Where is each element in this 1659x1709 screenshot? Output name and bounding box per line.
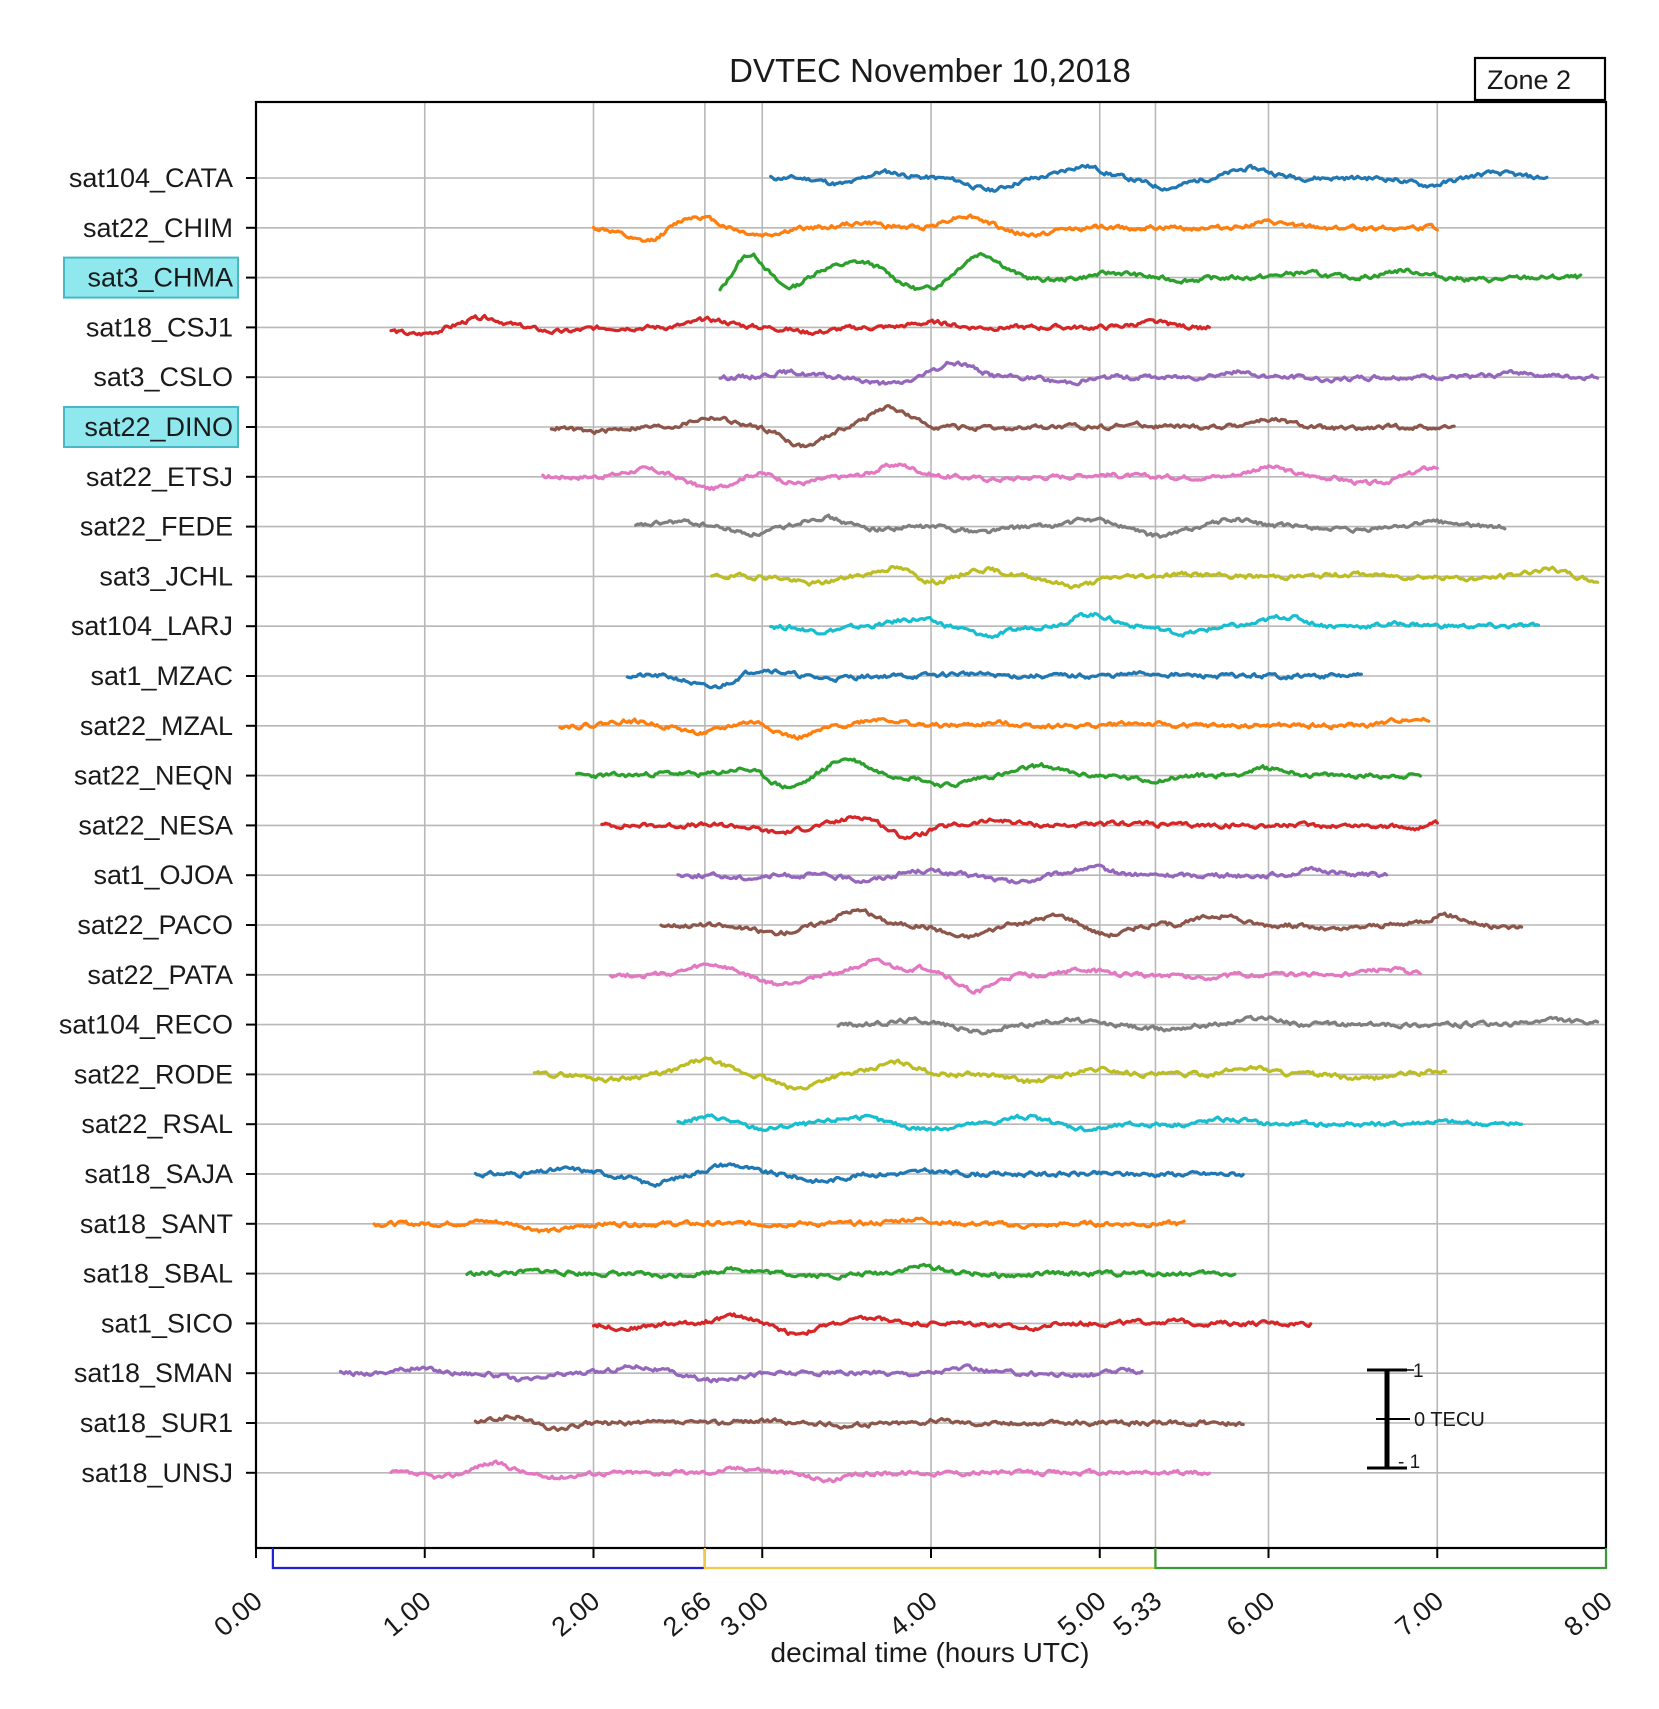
y-tick-label: sat22_FEDE [80,512,233,542]
y-tick-label: sat18_SMAN [74,1358,233,1388]
series-line-sat1_SICO [591,1312,1313,1336]
x-axis-label: decimal time (hours UTC) [771,1637,1090,1668]
y-tick-label: sat18_UNSJ [81,1458,233,1488]
series-line-sat22_MZAL [558,716,1431,741]
y-tick-label: sat22_NEQN [74,761,233,791]
y-tick-label: sat22_ETSJ [86,462,233,492]
series-line-sat104_RECO [836,1014,1600,1036]
series-line-sat18_UNSJ [389,1459,1211,1484]
series-line-sat18_SMAN [338,1363,1144,1384]
series-line-sat104_LARJ [769,611,1541,639]
series-line-sat18_SBAL [465,1262,1237,1281]
series-line-sat18_SAJA [473,1162,1245,1188]
series-line-sat1_MZAC [625,668,1363,690]
y-tick-label: sat18_SANT [80,1209,233,1239]
y-tick-label: sat22_RSAL [81,1109,233,1139]
y-tick-label: sat1_SICO [101,1308,233,1338]
y-tick-label: sat3_CSLO [93,362,233,392]
series-line-sat22_ETSJ [541,462,1439,492]
highlight-box [63,256,239,299]
chart-title: DVTEC November 10,2018 [729,52,1131,89]
series-line-sat3_CHMA [718,251,1583,292]
y-tick-label: sat18_CSJ1 [86,312,233,342]
y-tick-label: sat22_RODE [74,1059,233,1089]
series-line-sat18_SANT [372,1216,1186,1234]
y-tick-label: sat104_CATA [69,163,233,193]
highlight-box [63,406,239,448]
y-tick-label: sat3_JCHL [99,561,233,591]
y-tick-label: sat22_MZAL [80,711,233,741]
period-brackets [271,1548,1608,1570]
series-line-sat3_JCHL [710,565,1600,590]
y-tick-label: sat3_CHMA [87,263,233,293]
series-line-sat22_RSAL [676,1113,1524,1133]
series-line-sat18_SUR1 [473,1414,1245,1432]
y-tick-label: sat22_NESA [78,810,233,840]
zone-label: Zone 2 [1487,65,1571,95]
series-line-sat22_CHIM [591,213,1439,243]
scale-bar-middle-label: 0 TECU [1414,1409,1485,1431]
y-tick-label: sat22_PATA [87,960,233,990]
series-line-sat1_OJOA [676,863,1389,885]
series-line-sat22_DINO [549,404,1456,449]
period-bracket [1154,1548,1608,1570]
series-line-sat22_PATA [608,957,1422,995]
series-layer [338,163,1600,1484]
series-line-sat22_FEDE [634,513,1507,539]
y-tick-label: sat1_OJOA [93,860,233,890]
series-line-sat22_RODE [532,1056,1448,1091]
y-tick-label: sat22_PACO [77,910,233,940]
y-tick-label: sat22_DINO [84,412,233,442]
series-line-sat3_CSLO [718,360,1600,387]
y-tick-label: sat18_SAJA [84,1159,233,1189]
series-line-sat22_PACO [659,908,1524,940]
scale-bar: 1 0 TECU - 1 [1367,1361,1485,1473]
y-tick-label: sat1_MZAC [90,661,233,691]
series-line-sat18_CSJ1 [389,313,1211,337]
scale-bar-top-label: 1 [1413,1361,1424,1382]
series-line-sat22_NEQN [575,757,1422,790]
scale-bar-bottom-label: - 1 [1398,1452,1420,1473]
y-tick-label: sat104_RECO [59,1010,233,1040]
series-line-sat22_NESA [600,815,1439,841]
zone-box [1473,56,1607,102]
y-tick-label: sat18_SBAL [83,1259,233,1289]
y-tick-label: sat22_CHIM [83,213,233,243]
series-line-sat104_CATA [769,163,1549,193]
y-tick-label: sat104_LARJ [71,611,233,641]
y-tick-label: sat18_SUR1 [80,1408,233,1438]
